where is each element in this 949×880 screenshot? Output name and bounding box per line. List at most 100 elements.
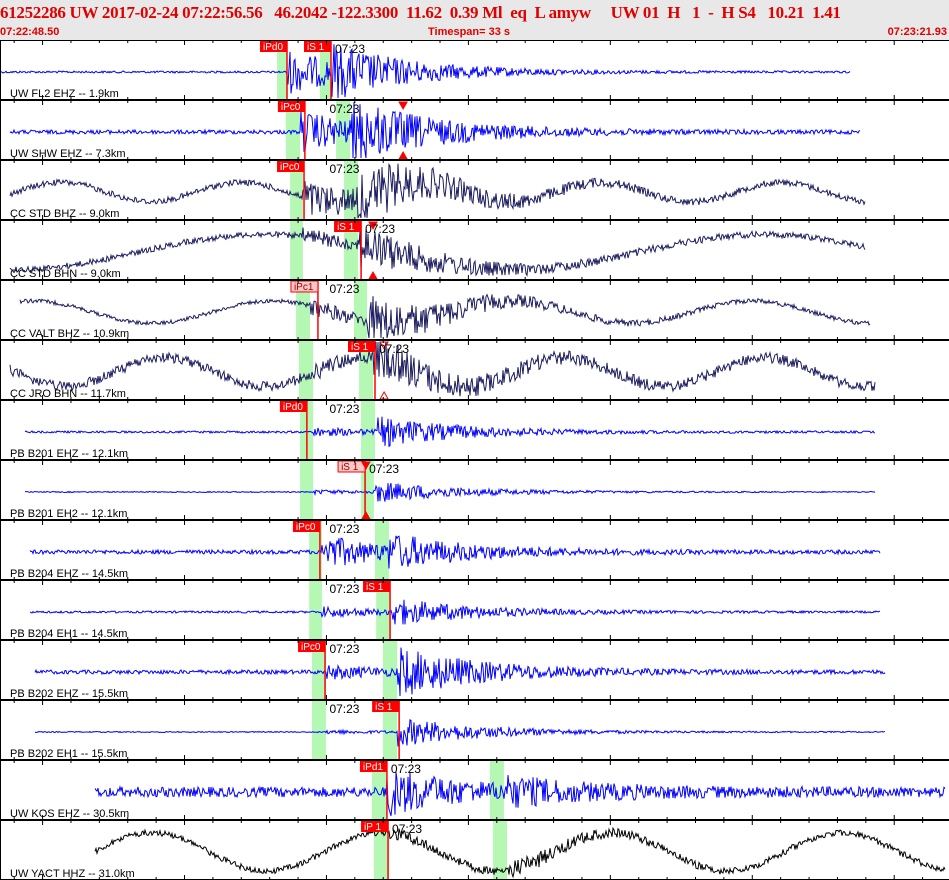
pick-window xyxy=(382,701,398,760)
pick-window xyxy=(344,221,358,280)
theoretical-arrival-top-icon xyxy=(379,341,389,351)
pick-label-box[interactable] xyxy=(363,581,391,592)
seismogram-panels[interactable]: iPd0 iS 1 07:23 UW FL2 EHZ -- 1.9km iPc0 07:2… xyxy=(0,40,949,880)
theoretical-arrival-bottom-icon xyxy=(379,390,389,400)
pick-window xyxy=(290,221,303,280)
station-label: PB B204 EHZ -- 14.5km xyxy=(10,568,128,580)
minute-label: 07:23 xyxy=(329,642,359,656)
pick-window xyxy=(296,281,310,340)
pick-label-box[interactable] xyxy=(279,401,307,412)
waveform-trace xyxy=(19,293,871,339)
waveform-trace xyxy=(24,482,876,502)
station-label: PB B201 EH2 -- 12.1km xyxy=(10,508,127,520)
minute-label: 07:23 xyxy=(329,402,359,416)
pick-window xyxy=(489,761,504,820)
event-header: 61252286 UW 2017-02-24 07:22:56.56 46.20… xyxy=(0,0,949,40)
pick-label[interactable]: iS 1 xyxy=(351,342,369,353)
pick-label[interactable]: iPc0 xyxy=(280,162,300,173)
pick-window xyxy=(382,641,398,700)
waveform-trace xyxy=(94,826,946,879)
theoretical-arrival-bottom-icon xyxy=(398,150,408,160)
event-summary: 61252286 UW 2017-02-24 07:22:56.56 46.20… xyxy=(0,3,841,22)
waveform-trace xyxy=(9,227,866,277)
pick-label[interactable]: iS 1 xyxy=(341,462,359,473)
pick-label[interactable]: iS 1 xyxy=(307,42,325,53)
station-label: CC VALT BHZ -- 10.9km xyxy=(10,328,129,340)
pick-label-box[interactable] xyxy=(359,761,387,772)
station-label: UW FL2 EHZ -- 1.9km xyxy=(10,88,119,100)
pick-label[interactable]: iS 1 xyxy=(366,582,384,593)
pick-window xyxy=(309,581,322,640)
pick-window xyxy=(319,41,332,100)
pick-window xyxy=(375,521,389,580)
pick-label-box[interactable] xyxy=(277,161,305,172)
theoretical-arrival-top-icon xyxy=(361,461,371,471)
pick-window xyxy=(376,581,391,640)
pick-label[interactable]: iPc0 xyxy=(301,642,321,653)
minute-label: 07:23 xyxy=(329,282,359,296)
pick-label[interactable]: iPd0 xyxy=(283,402,303,413)
station-label: UW YACT HHZ -- 31.0km xyxy=(10,868,135,880)
pick-window xyxy=(371,761,387,820)
minute-label: 07:23 xyxy=(329,162,359,176)
station-label: PB B202 EHZ -- 15.5km xyxy=(10,688,128,700)
pick-label[interactable]: iP 1 xyxy=(364,822,381,833)
pick-label[interactable]: iS 1 xyxy=(337,222,355,233)
waveform-trace xyxy=(9,341,876,397)
pick-label-box[interactable] xyxy=(298,641,326,652)
pick-label[interactable]: iPd0 xyxy=(263,42,283,53)
waveform-trace xyxy=(9,163,866,219)
pick-label[interactable]: iS 1 xyxy=(375,702,393,713)
station-label: CC STD BHN -- 9.0km xyxy=(10,268,121,280)
minute-label: 07:23 xyxy=(329,582,359,596)
pick-label-box[interactable] xyxy=(292,521,320,532)
pick-label-box[interactable] xyxy=(372,701,400,712)
pick-label-box[interactable] xyxy=(304,41,332,52)
pick-window xyxy=(277,41,287,100)
station-label: PB B201 EHZ -- 12.1km xyxy=(10,448,128,460)
waveform-trace xyxy=(29,535,881,569)
end-time: 07:23:21.93 xyxy=(887,26,947,38)
pick-window xyxy=(311,701,326,760)
station-label: CC JRO BHN -- 11.7km xyxy=(10,388,126,400)
pick-window xyxy=(373,821,389,880)
pick-label-box[interactable] xyxy=(277,101,305,112)
pick-window xyxy=(300,461,314,520)
pick-label-box[interactable] xyxy=(348,341,376,352)
theoretical-arrival-top-icon xyxy=(398,101,408,111)
minute-label: 07:23 xyxy=(369,462,399,476)
station-label: CC STD BHZ -- 9.0km xyxy=(10,208,119,220)
pick-label[interactable]: iPc0 xyxy=(281,102,301,113)
station-label: PB B204 EH1 -- 14.5km xyxy=(10,628,127,640)
station-label: UW KOS EHZ -- 30.5km xyxy=(10,808,129,820)
pick-label[interactable]: iPc1 xyxy=(294,282,314,293)
minute-label: 07:23 xyxy=(329,702,359,716)
pick-window xyxy=(493,821,508,880)
theoretical-arrival-top-icon xyxy=(368,221,378,231)
minute-label: 07:23 xyxy=(329,522,359,536)
pick-label[interactable]: iPc0 xyxy=(296,522,316,533)
waveform-trace xyxy=(34,719,886,747)
station-label: PB B202 EH1 -- 15.5km xyxy=(10,748,127,760)
pick-label-box[interactable] xyxy=(334,221,362,232)
theoretical-arrival-bottom-icon xyxy=(368,270,378,280)
start-time: 07:22:48.50 xyxy=(0,26,60,38)
waveform-trace xyxy=(29,599,881,625)
minute-label: 07:23 xyxy=(392,822,422,836)
minute-label: 07:23 xyxy=(365,222,395,236)
pick-window xyxy=(290,161,303,220)
pick-window xyxy=(298,341,314,400)
pick-window xyxy=(359,341,374,400)
station-label: UW SHW EHZ -- 7.3km xyxy=(10,148,126,160)
minute-label: 07:23 xyxy=(379,342,409,356)
pick-label[interactable]: iPd1 xyxy=(363,762,383,773)
waveform-trace xyxy=(24,416,876,448)
pick-label-box[interactable] xyxy=(259,41,287,52)
waveform-trace xyxy=(94,772,946,816)
pick-window xyxy=(309,521,322,580)
waveform-trace xyxy=(9,101,861,159)
pick-label-box[interactable] xyxy=(361,821,389,832)
pick-window xyxy=(361,461,374,520)
waveform-trace xyxy=(34,647,886,697)
waveform-trace xyxy=(0,44,851,99)
